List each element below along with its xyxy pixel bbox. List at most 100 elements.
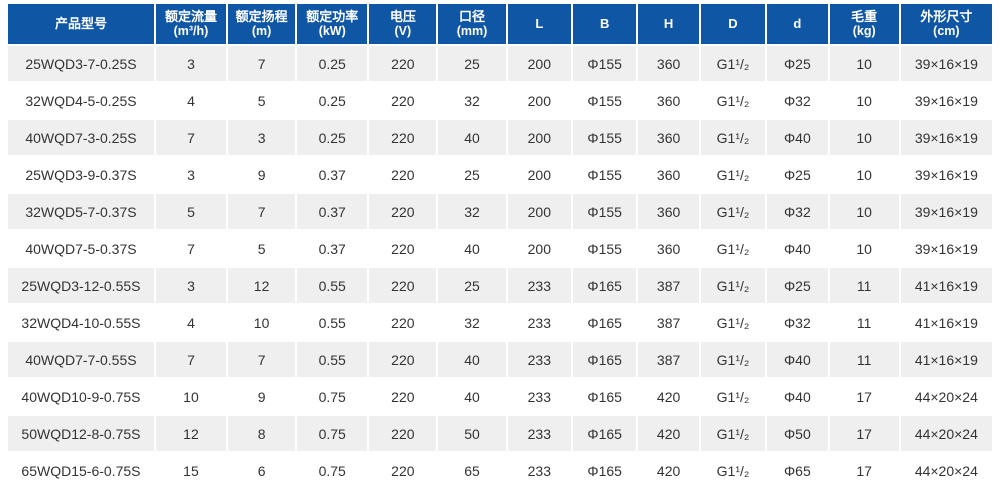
model-cell: 65WQD15-6-0.75S	[8, 453, 154, 488]
table-cell: 200	[507, 231, 571, 266]
column-header: d	[767, 4, 828, 44]
table-cell: 3	[228, 120, 296, 155]
table-cell: 233	[507, 268, 571, 303]
table-row: 32WQD4-5-0.25S 4 5 0.25 220 32 200 Φ155 360 G1¹/₂…	[8, 83, 992, 118]
table-cell: 25	[438, 46, 506, 81]
table-row: 25WQD3-12-0.55S 3 12 0.55 220 25 233 Φ165 387 G1¹…	[8, 268, 992, 303]
table-cell: 233	[507, 305, 571, 340]
column-header-label: B	[599, 16, 610, 32]
column-header-unit: (mm)	[456, 24, 488, 39]
table-cell: 3	[155, 268, 226, 303]
table-cell: 10	[228, 305, 296, 340]
table-cell: Φ40	[767, 379, 828, 414]
table-cell: 233	[507, 379, 571, 414]
table-cell: Φ165	[573, 268, 637, 303]
table-cell: 7	[155, 231, 226, 266]
table-cell: 39×16×19	[900, 231, 992, 266]
table-header: 产品型号 额定流量 (m³/h) 额定扬程 (m) 额定功率 (kW) 电压 (V) 口径 (mm)…	[8, 4, 992, 44]
table-cell: Φ165	[573, 305, 637, 340]
table-cell: G1¹/₂	[700, 157, 766, 192]
table-cell: 44×20×24	[900, 379, 992, 414]
table-row: 40WQD7-7-0.55S 7 7 0.55 220 40 233 Φ165 387 G1¹/₂…	[8, 342, 992, 377]
table-cell: 11	[829, 342, 899, 377]
model-cell: 25WQD3-12-0.55S	[8, 268, 154, 303]
column-header: B	[573, 4, 637, 44]
column-header-label: H	[663, 16, 674, 32]
table-row: 32WQD5-7-0.37S 5 7 0.37 220 32 200 Φ155 360 G1¹/₂…	[8, 194, 992, 229]
model-cell: 40WQD7-7-0.55S	[8, 342, 154, 377]
table-cell: 360	[638, 83, 699, 118]
column-header: 产品型号	[8, 4, 154, 44]
table-cell: 200	[507, 46, 571, 81]
table-cell: Φ40	[767, 231, 828, 266]
column-header-unit: (m³/h)	[173, 24, 209, 39]
model-cell: 25WQD3-9-0.37S	[8, 157, 154, 192]
table-cell: 220	[369, 157, 437, 192]
table-cell: G1¹/₂	[700, 83, 766, 118]
table-cell: G1¹/₂	[700, 268, 766, 303]
page: 产品型号 额定流量 (m³/h) 额定扬程 (m) 额定功率 (kW) 电压 (V) 口径 (mm)…	[8, 4, 992, 488]
table-cell: 41×16×19	[900, 268, 992, 303]
model-cell: 32WQD5-7-0.37S	[8, 194, 154, 229]
table-row: 40WQD10-9-0.75S 10 9 0.75 220 40 233 Φ165 420 G1¹…	[8, 379, 992, 414]
table-cell: 10	[829, 194, 899, 229]
table-cell: 25	[438, 157, 506, 192]
column-header-label: D	[728, 16, 738, 32]
table-cell: G1¹/₂	[700, 305, 766, 340]
table-cell: 0.37	[297, 194, 368, 229]
table-cell: 0.75	[297, 453, 368, 488]
table-cell: 0.25	[297, 83, 368, 118]
table-cell: 220	[369, 453, 437, 488]
table-cell: 10	[829, 231, 899, 266]
column-header: 口径 (mm)	[438, 4, 506, 44]
model-cell: 50WQD12-8-0.75S	[8, 416, 154, 451]
table-cell: 12	[228, 268, 296, 303]
table-cell: Φ165	[573, 379, 637, 414]
column-header-label: 外形尺寸	[920, 8, 973, 24]
table-cell: G1¹/₂	[700, 231, 766, 266]
table-cell: Φ165	[573, 416, 637, 451]
table-cell: 220	[369, 305, 437, 340]
table-cell: 17	[829, 416, 899, 451]
table-cell: Φ155	[573, 83, 637, 118]
table-cell: 360	[638, 120, 699, 155]
table-cell: 3	[155, 157, 226, 192]
column-header-label: L	[535, 16, 544, 32]
table-cell: Φ65	[767, 453, 828, 488]
table-cell: 7	[228, 46, 296, 81]
table-cell: 220	[369, 416, 437, 451]
table-cell: 0.55	[297, 268, 368, 303]
table-cell: 0.25	[297, 120, 368, 155]
table-cell: 387	[638, 305, 699, 340]
table-cell: G1¹/₂	[700, 194, 766, 229]
table-cell: 17	[829, 379, 899, 414]
column-header-unit: (V)	[394, 24, 412, 39]
column-header-label: 毛重	[851, 8, 878, 24]
table-cell: 11	[829, 268, 899, 303]
table-cell: Φ165	[573, 342, 637, 377]
table-cell: 0.37	[297, 157, 368, 192]
column-header: 毛重 (kg)	[829, 4, 899, 44]
table-cell: Φ155	[573, 157, 637, 192]
table-cell: 39×16×19	[900, 120, 992, 155]
table-row: 25WQD3-7-0.25S 3 7 0.25 220 25 200 Φ155 360 G1¹/₂…	[8, 46, 992, 81]
model-cell: 40WQD7-5-0.37S	[8, 231, 154, 266]
table-cell: 220	[369, 268, 437, 303]
table-cell: 7	[155, 342, 226, 377]
table-cell: 200	[507, 120, 571, 155]
table-cell: 360	[638, 194, 699, 229]
table-cell: Φ165	[573, 453, 637, 488]
table-row: 25WQD3-9-0.37S 3 9 0.37 220 25 200 Φ155 360 G1¹/₂…	[8, 157, 992, 192]
table-cell: 11	[829, 305, 899, 340]
table-cell: 17	[829, 453, 899, 488]
table-cell: 220	[369, 342, 437, 377]
column-header-label: 产品型号	[54, 16, 107, 32]
table-cell: 387	[638, 342, 699, 377]
table-cell: G1¹/₂	[700, 379, 766, 414]
column-header: D	[700, 4, 766, 44]
table-cell: Φ155	[573, 46, 637, 81]
column-header-label: 额定扬程	[235, 8, 288, 24]
column-header-label: d	[793, 16, 802, 32]
model-cell: 25WQD3-7-0.25S	[8, 46, 154, 81]
table-cell: 220	[369, 83, 437, 118]
